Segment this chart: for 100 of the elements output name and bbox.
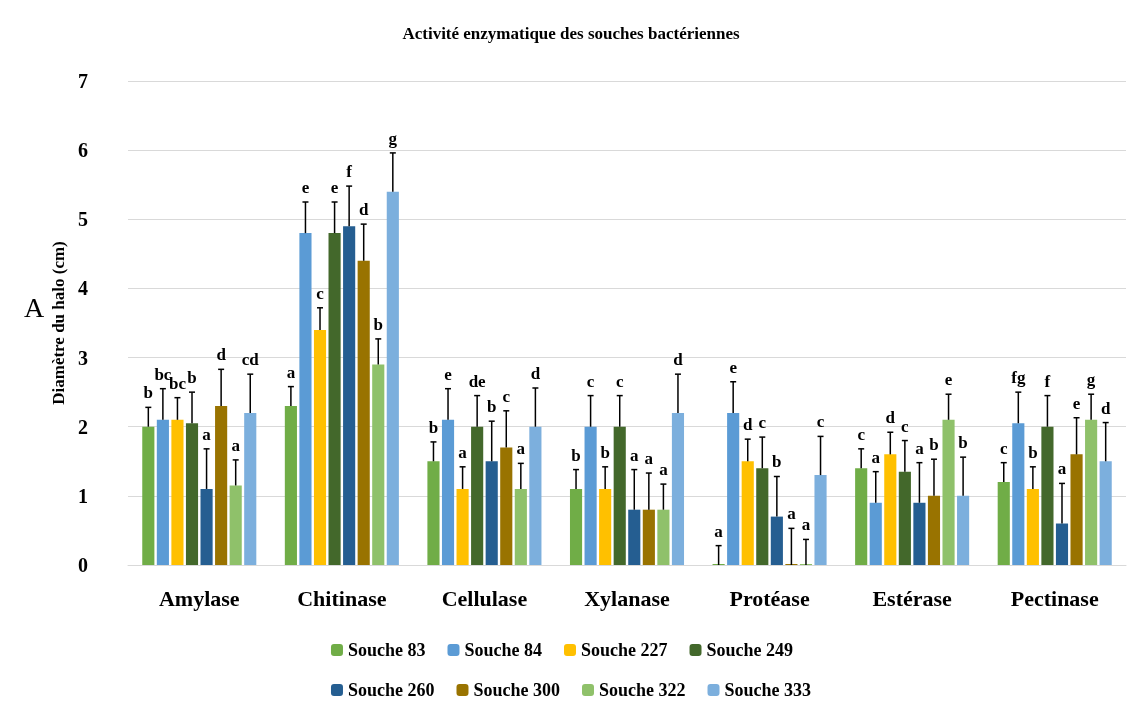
data-label: a — [659, 460, 669, 480]
legend-label: Souche 83 — [347, 640, 426, 660]
bar — [427, 461, 440, 565]
bar — [584, 426, 597, 565]
data-label: a — [871, 447, 881, 467]
data-label: cd — [241, 350, 260, 370]
bar — [485, 461, 498, 565]
legend-label: Souche 260 — [347, 680, 435, 700]
bar — [884, 454, 897, 565]
chart-title: Activité enzymatique des souches bactériennes — [402, 24, 740, 43]
bar — [386, 191, 399, 565]
data-label: a — [787, 504, 797, 524]
data-label: c — [901, 416, 910, 436]
bar — [1099, 461, 1112, 565]
x-tick-label: Amylase — [158, 585, 240, 611]
bar — [156, 419, 169, 565]
bar — [628, 509, 641, 565]
bar — [343, 226, 356, 565]
legend-label: Souche 333 — [724, 680, 812, 700]
bar — [855, 468, 868, 565]
bar — [1070, 454, 1083, 565]
data-label: a — [801, 515, 811, 535]
y-tick-label: 0 — [78, 554, 88, 576]
y-tick-label: 5 — [78, 208, 88, 231]
data-label: b — [187, 368, 197, 388]
bar — [869, 502, 882, 565]
y-tick-label: 7 — [78, 70, 88, 92]
data-label: e — [1072, 393, 1081, 413]
data-label: c — [857, 424, 866, 444]
legend-label: Souche 227 — [581, 640, 668, 660]
data-label: d — [1100, 398, 1111, 418]
legend-label: Souche 300 — [473, 680, 560, 700]
data-label: fg — [1011, 368, 1026, 388]
bar — [913, 502, 926, 565]
bar — [500, 447, 513, 565]
x-tick-label: Xylanase — [584, 585, 671, 611]
text: A — [24, 291, 45, 323]
data-label: e — [301, 178, 310, 197]
data-label: b — [571, 445, 581, 465]
bar — [1012, 423, 1025, 565]
x-tick-label: Chitinase — [297, 585, 387, 611]
bar — [215, 405, 228, 565]
data-label: a — [644, 449, 654, 469]
data-label: b — [143, 383, 154, 403]
bar — [441, 419, 455, 565]
bar — [657, 509, 670, 565]
data-label: f — [1044, 371, 1051, 391]
y-tick-label: 3 — [78, 346, 88, 369]
data-label: c — [316, 283, 325, 303]
data-label: c — [999, 438, 1008, 458]
data-label: d — [216, 345, 227, 365]
data-label: d — [673, 350, 684, 370]
data-label: a — [915, 438, 925, 458]
x-tick-label: Cellulase — [441, 585, 528, 611]
data-label: e — [330, 178, 339, 197]
data-label: c — [758, 413, 767, 433]
data-label: g — [1086, 370, 1096, 390]
bar — [514, 488, 527, 565]
data-label: a — [286, 362, 296, 382]
bar — [569, 488, 583, 565]
data-label: d — [885, 408, 896, 428]
bar — [599, 488, 612, 565]
bar — [770, 516, 783, 565]
data-label: a — [714, 521, 724, 541]
bar — [142, 426, 155, 565]
data-label: b — [373, 314, 383, 334]
bar — [357, 260, 370, 565]
bar — [328, 233, 341, 565]
data-label: c — [615, 371, 624, 391]
bar — [456, 488, 469, 565]
data-label: b — [929, 435, 939, 455]
data-label: g — [388, 128, 398, 148]
bar — [741, 461, 754, 565]
bar — [727, 412, 740, 565]
data-label: de — [468, 371, 487, 391]
data-label: b — [428, 417, 439, 437]
y-axis-title: Diamètre du halo (cm) — [49, 241, 69, 405]
bar — [313, 329, 327, 565]
bar — [200, 488, 213, 565]
bar — [898, 471, 911, 565]
bar — [229, 485, 242, 565]
data-label: b — [772, 452, 782, 472]
data-label: c — [816, 412, 825, 432]
y-tick-label: 2 — [78, 415, 88, 438]
data-label: a — [630, 445, 640, 465]
legend-label: Souche 84 — [464, 640, 542, 660]
bar — [171, 419, 184, 565]
x-tick-label: Protéase — [729, 585, 810, 611]
data-label: c — [586, 371, 595, 391]
y-tick-label: 4 — [78, 277, 88, 300]
data-label: a — [231, 435, 241, 455]
data-label: c — [502, 386, 511, 406]
data-label: a — [458, 442, 468, 462]
data-label: b — [486, 397, 497, 417]
bar — [185, 423, 199, 565]
bar — [1055, 523, 1069, 565]
bar — [756, 468, 769, 565]
bar — [642, 509, 655, 565]
bar — [1085, 419, 1098, 565]
bar — [1026, 488, 1039, 565]
